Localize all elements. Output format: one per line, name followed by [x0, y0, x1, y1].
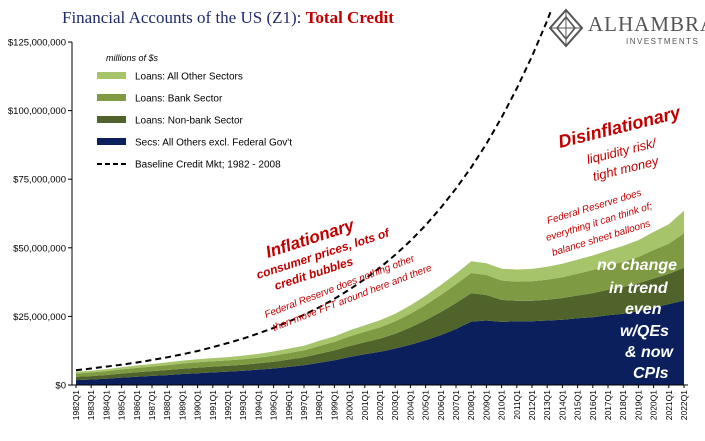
x-tick-label: 2007Q1: [451, 390, 461, 421]
units-note: millions of $s: [106, 53, 159, 63]
x-tick-label: 2019Q1: [633, 390, 643, 421]
legend-swatch-nonbank_loans: [97, 116, 126, 123]
x-tick-label: 2010Q1: [497, 390, 507, 421]
x-tick-label: 2014Q1: [557, 390, 567, 421]
x-tick-label: 1997Q1: [299, 390, 309, 421]
x-tick-label: 2006Q1: [436, 390, 446, 421]
x-tick-label: 2008Q1: [466, 390, 476, 421]
x-tick-label: 2004Q1: [405, 390, 415, 421]
no-change-line-4: w/QEs: [620, 323, 669, 340]
x-tick-label: 1990Q1: [193, 390, 203, 421]
x-tick-label: 2005Q1: [421, 390, 431, 421]
x-tick-label: 2012Q1: [527, 390, 537, 421]
x-tick-label: 2017Q1: [603, 390, 613, 421]
y-tick-label: $0: [55, 381, 66, 392]
x-tick-label: 2011Q1: [512, 390, 522, 420]
x-tick-label: 2003Q1: [390, 390, 400, 421]
x-tick-label: 1989Q1: [177, 390, 187, 421]
no-change-line-3: even: [625, 301, 662, 318]
alhambra-mark-icon: [548, 8, 584, 48]
legend-label-bank_loans: Loans: Bank Sector: [135, 94, 223, 105]
x-tick-label: 1987Q1: [147, 390, 157, 421]
y-tick-label: $50,000,000: [13, 243, 66, 254]
baseline-line: [75, 12, 552, 372]
legend-label-all_other_loans: Loans: All Other Sectors: [135, 72, 243, 83]
legend-label-baseline: Baseline Credit Mkt; 1982 - 2008: [135, 160, 281, 171]
chart-title: Financial Accounts of the US (Z1): Total…: [62, 8, 394, 28]
area-secs: [76, 300, 684, 385]
x-tick-label: 1998Q1: [314, 390, 324, 421]
y-tick-label: $25,000,000: [13, 312, 66, 323]
x-tick-label: 2002Q1: [375, 390, 385, 421]
x-tick-label: 2013Q1: [542, 390, 552, 421]
no-change-line-6: CPIs: [633, 365, 669, 382]
legend-swatch-secs: [97, 138, 126, 145]
x-tick-label: 1988Q1: [162, 390, 172, 421]
legend-label-nonbank_loans: Loans: Non-bank Sector: [135, 116, 244, 127]
no-change-line-1: no change: [597, 257, 677, 274]
chart-title-highlight: Total Credit: [305, 8, 394, 27]
y-tick-label: $125,000,000: [8, 38, 66, 49]
x-tick-label: 1995Q1: [269, 390, 279, 421]
x-tick-label: 2009Q1: [481, 390, 491, 421]
x-tick-label: 1996Q1: [284, 390, 294, 421]
y-tick-label: $100,000,000: [8, 106, 66, 117]
logo-subtitle: INVESTMENTS: [626, 37, 700, 46]
x-tick-label: 2000Q1: [345, 390, 355, 421]
x-tick-label: 2022Q1: [679, 390, 689, 421]
x-tick-label: 1994Q1: [253, 390, 263, 421]
x-tick-label: 1992Q1: [223, 390, 233, 421]
no-change-line-5: & now: [625, 344, 675, 361]
legend-label-secs: Secs: All Others excl. Federal Gov't: [135, 138, 292, 149]
x-tick-label: 2015Q1: [573, 390, 583, 421]
x-tick-label: 2016Q1: [588, 390, 598, 421]
legend-swatch-all_other_loans: [97, 72, 126, 79]
y-tick-label: $75,000,000: [13, 175, 66, 186]
x-tick-label: 1986Q1: [132, 390, 142, 421]
logo-name: ALHAMBRA: [588, 12, 705, 36]
alhambra-logo: ALHAMBRA INVESTMENTS: [540, 6, 705, 50]
x-tick-label: 1993Q1: [238, 390, 248, 421]
x-tick-label: 1999Q1: [329, 390, 339, 421]
x-tick-label: 2021Q1: [664, 390, 674, 421]
chart-title-main: Financial Accounts of the US (Z1):: [62, 8, 306, 27]
x-tick-label: 1982Q1: [71, 390, 81, 421]
x-tick-label: 1985Q1: [117, 390, 127, 421]
x-tick-label: 2018Q1: [618, 390, 628, 421]
x-tick-label: 1991Q1: [208, 390, 218, 421]
legend-swatch-bank_loans: [97, 94, 126, 101]
x-tick-label: 1984Q1: [101, 390, 111, 421]
no-change-line-2: in trend: [609, 280, 669, 297]
x-tick-label: 1983Q1: [86, 390, 96, 421]
x-tick-label: 2001Q1: [360, 390, 370, 421]
x-tick-label: 2020Q1: [649, 390, 659, 421]
